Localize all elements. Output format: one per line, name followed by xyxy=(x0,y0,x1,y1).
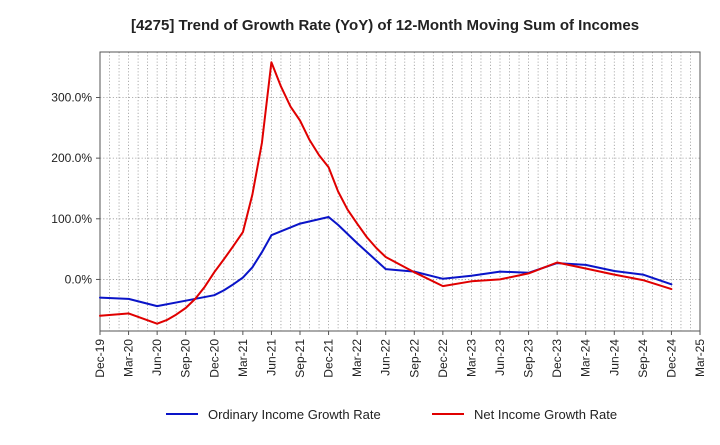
y-tick-label: 0.0% xyxy=(65,272,93,286)
axes: 0.0% 100.0% 200.0% 300.0% Dec-19 Mar-20 Jun-20… xyxy=(51,51,707,378)
y-tick-label: 200.0% xyxy=(51,151,92,165)
x-tick-label: Sep-23 xyxy=(522,339,536,378)
y-tick-label: 300.0% xyxy=(51,90,92,104)
x-tick-label: Mar-25 xyxy=(693,339,707,377)
series-lines xyxy=(99,61,673,325)
x-tick-label: Sep-22 xyxy=(407,339,421,378)
x-tick-label: Sep-21 xyxy=(293,339,307,378)
chart-title: [4275] Trend of Growth Rate (YoY) of 12-… xyxy=(131,17,639,34)
x-tick-label: Mar-22 xyxy=(350,339,364,377)
x-tick-label: Jun-20 xyxy=(150,339,164,376)
x-tick-label: Dec-19 xyxy=(93,339,107,378)
legend-item-net-income: Net Income Growth Rate xyxy=(432,407,617,422)
legend-item-ordinary-income: Ordinary Income Growth Rate xyxy=(166,407,381,422)
x-tick-label: Sep-20 xyxy=(179,339,193,378)
legend-label: Net Income Growth Rate xyxy=(474,407,617,422)
x-tick-label: Jun-21 xyxy=(264,339,278,376)
x-tick-label: Mar-21 xyxy=(236,339,250,377)
legend: Ordinary Income Growth Rate Net Income Gr… xyxy=(166,407,617,422)
plot-frame xyxy=(99,51,701,332)
x-tick-label: Sep-24 xyxy=(636,339,650,378)
x-tick-label: Dec-23 xyxy=(550,339,564,378)
x-tick-label: Jun-22 xyxy=(379,339,393,376)
x-tick-label: Mar-20 xyxy=(122,339,136,377)
x-tick-label: Dec-20 xyxy=(207,339,221,378)
y-tick-label: 100.0% xyxy=(51,212,92,226)
x-tick-label: Mar-24 xyxy=(579,339,593,377)
legend-label: Ordinary Income Growth Rate xyxy=(208,407,381,422)
gridlines xyxy=(99,52,701,331)
x-tick-label: Jun-24 xyxy=(607,339,621,376)
x-tick-label: Dec-22 xyxy=(436,339,450,378)
x-tick-label: Dec-24 xyxy=(664,339,678,378)
net-income-growth-line xyxy=(99,61,673,325)
x-tick-label: Jun-23 xyxy=(493,339,507,376)
x-tick-label: Dec-21 xyxy=(322,339,336,378)
x-tick-label: Mar-23 xyxy=(464,339,478,377)
